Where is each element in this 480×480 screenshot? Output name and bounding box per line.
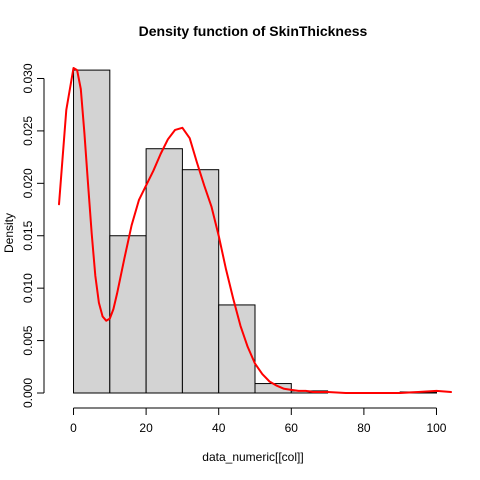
y-tick-label: 0.015 — [21, 220, 35, 250]
histogram-bar — [109, 235, 147, 394]
y-axis-label: Density — [2, 213, 16, 253]
x-tick-label: 80 — [357, 421, 371, 435]
x-tick-label: 40 — [212, 421, 226, 435]
histogram-bars — [73, 69, 437, 394]
x-tick-label: 100 — [426, 421, 446, 435]
histogram-bar — [145, 148, 183, 394]
y-tick-label: 0.000 — [21, 378, 35, 408]
density-curve — [58, 67, 452, 394]
y-tick-label: 0.025 — [21, 116, 35, 146]
y-tick-label: 0.020 — [21, 168, 35, 198]
chart-title: Density function of SkinThickness — [139, 23, 368, 39]
density-curve-layer — [58, 67, 452, 394]
x-tick-label: 60 — [285, 421, 299, 435]
x-tick-label: 0 — [70, 421, 77, 435]
x-tick-label: 20 — [139, 421, 153, 435]
x-axis-label: data_numeric[[col]] — [202, 450, 303, 464]
y-axis: 0.000 0.005 0.010 0.015 0.020 0.025 0.030 — [21, 63, 45, 408]
x-axis: 0 20 40 60 80 100 — [70, 407, 447, 435]
y-tick-label: 0.030 — [21, 63, 35, 93]
histogram-bar — [181, 169, 220, 394]
y-tick-label: 0.010 — [21, 273, 35, 303]
y-tick-label: 0.005 — [21, 325, 35, 355]
